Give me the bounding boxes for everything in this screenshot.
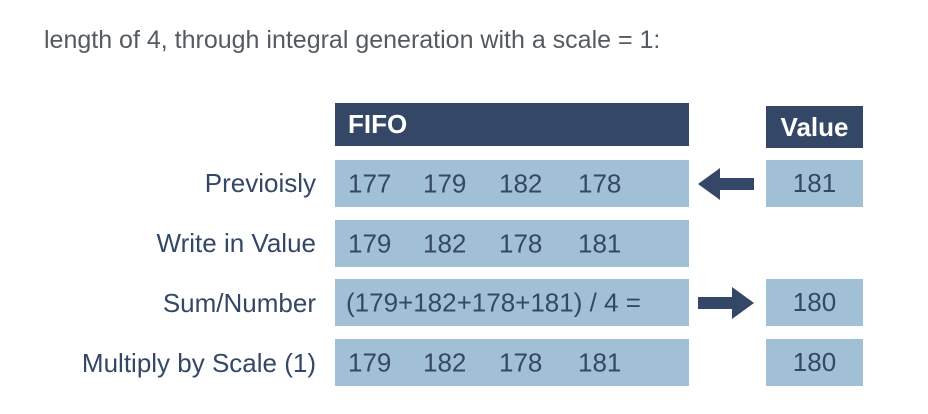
intro-text: length of 4, through integral generation… (44, 26, 661, 54)
value-box-previously: 181 (766, 160, 863, 207)
fifo-row-sum-number: (179+182+178+181) / 4 = (335, 279, 689, 326)
value-box-multiply-by-scale: 180 (766, 339, 863, 386)
fifo-cell: 182 (499, 168, 543, 198)
fifo-cell: 182 (423, 347, 467, 377)
value-header: Value (766, 106, 863, 148)
fifo-cell: 181 (578, 347, 622, 377)
fifo-cell: 177 (348, 168, 392, 198)
fifo-row-previously: 177 179 182 178 (335, 160, 689, 207)
arrow-left-icon (698, 168, 754, 200)
fifo-row-write-in-value: 179 182 178 181 (335, 220, 689, 267)
fifo-header: FIFO (335, 103, 689, 146)
fifo-cell: 178 (578, 168, 622, 198)
fifo-cell: 179 (423, 168, 467, 198)
fifo-cell: 178 (499, 347, 543, 377)
row-label-write-in-value: Write in Value (156, 228, 316, 258)
fifo-cell: 178 (499, 228, 543, 258)
arrow-right-icon (698, 287, 754, 319)
fifo-cell: 182 (423, 228, 467, 258)
fifo-cell: 181 (578, 228, 622, 258)
row-label-multiply-by-scale: Multiply by Scale (1) (81, 348, 316, 378)
fifo-row-multiply-by-scale: 179 182 178 181 (335, 339, 689, 386)
sum-formula: (179+182+178+181) / 4 = (346, 287, 641, 317)
value-box-sum-number: 180 (766, 279, 863, 326)
row-label-previously: Previoisly (204, 168, 316, 198)
fifo-cell: 179 (348, 347, 392, 377)
fifo-cell: 179 (348, 228, 392, 258)
row-label-sum-number: Sum/Number (162, 288, 316, 318)
